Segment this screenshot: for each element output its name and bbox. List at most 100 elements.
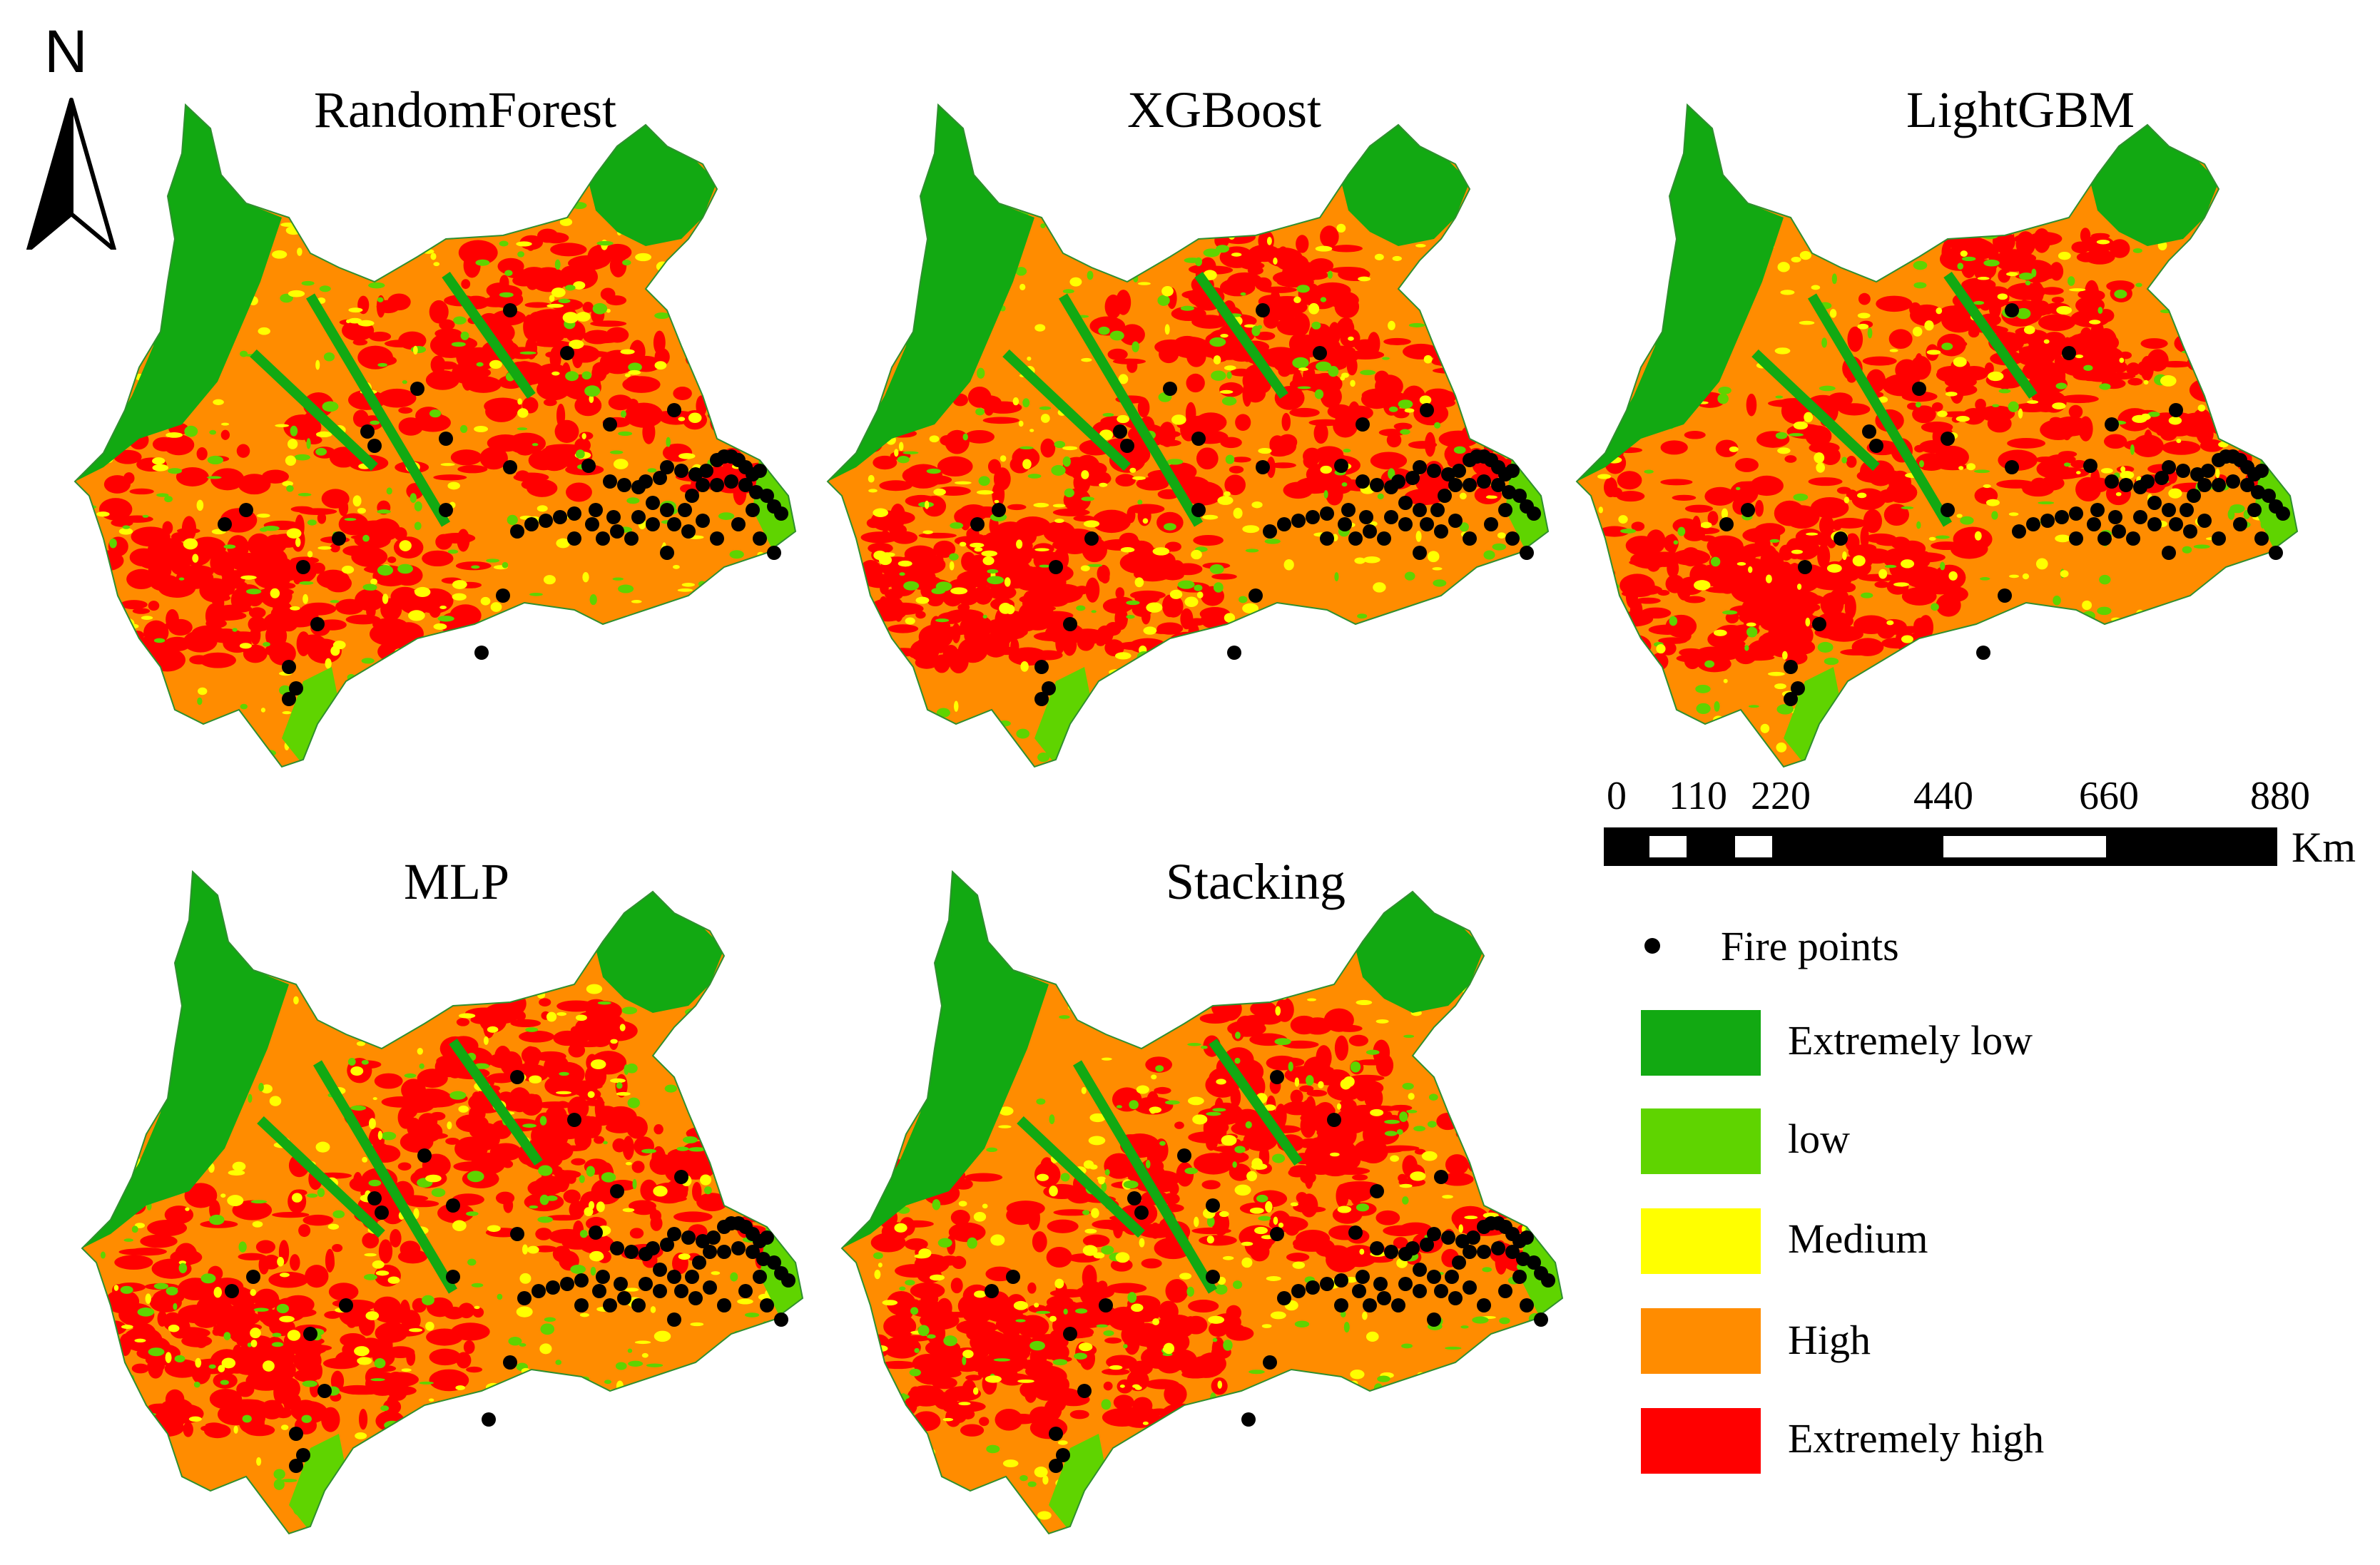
risk-zone-extremely-high [910,1386,922,1398]
risk-zone-extremely-high [263,534,288,554]
risk-zone-extremely-high [525,337,537,360]
risk-zone-speckle [774,996,782,1008]
fire-point [510,1227,524,1241]
risk-zone-speckle [2292,722,2297,733]
risk-zone-extremely-high [927,596,944,607]
risk-zone-speckle [407,242,423,250]
fire-point [2147,496,2162,510]
risk-zone-speckle [315,447,327,456]
risk-zone-speckle [206,476,222,479]
risk-zone-speckle [588,1200,595,1210]
risk-zone-speckle [377,509,391,514]
risk-zone-speckle [492,1449,502,1453]
risk-zone-speckle [536,729,543,735]
risk-zone-speckle [590,1059,606,1070]
risk-zone-extremely-high [707,410,738,421]
risk-zone-extremely-high [1684,431,1706,439]
risk-zone-speckle [2181,350,2199,354]
risk-zone-speckle [1425,1521,1440,1530]
risk-zone-speckle [116,307,124,313]
fire-point [2176,464,2190,478]
risk-zone-speckle [1607,749,1623,755]
fire-point [1042,681,1056,695]
risk-zone-speckle [970,542,985,548]
risk-zone-speckle [1686,728,1696,737]
fire-point [731,517,746,531]
risk-zone-speckle [793,1402,803,1409]
risk-zone-speckle [1382,357,1390,360]
risk-zone-extremely-high [910,639,940,663]
risk-zone-extremely-high [1925,644,1948,651]
risk-zone-speckle [431,1188,446,1198]
risk-zone-speckle [1241,1257,1253,1268]
risk-zone-speckle [2018,272,2034,280]
risk-zone-extremely-high [1836,486,1851,494]
risk-zone-speckle [1816,462,1826,473]
risk-zone-speckle [1901,506,1914,509]
risk-zone-speckle [256,1457,262,1466]
risk-zone-speckle [502,561,509,569]
risk-zone-extremely-high [1832,517,1867,529]
risk-zone-speckle [702,333,709,344]
risk-zone-speckle [1530,471,1538,477]
risk-zone-speckle [1622,699,1629,703]
risk-zone-speckle [1122,228,1134,238]
risk-zone-speckle [1272,1427,1283,1431]
risk-zone-speckle [874,1269,881,1280]
risk-zone-extremely-high [375,1323,405,1343]
risk-zone-extremely-high [1635,597,1661,604]
risk-zone-extremely-high [472,1307,484,1318]
fire-point [1049,560,1063,574]
risk-zone-extremely-high [1255,332,1276,341]
risk-zone-speckle [739,1190,749,1200]
risk-zone-speckle [660,706,668,711]
risk-zone-speckle [1509,372,1522,382]
risk-zone-speckle [2083,365,2093,371]
risk-zone-extremely-high [566,482,592,502]
risk-zone-speckle [1560,1105,1562,1114]
risk-zone-extremely-high [1688,527,1720,535]
risk-zone-speckle [1142,1421,1149,1425]
risk-zone-extremely-high [2104,434,2127,449]
risk-zone-speckle [1365,705,1375,713]
fire-point [1505,531,1520,546]
risk-zone-speckle [1240,292,1246,296]
risk-zone-speckle [2239,614,2247,626]
fire-point [1812,617,1826,631]
risk-zone-speckle [133,1083,145,1094]
risk-zone-speckle [2015,307,2031,320]
risk-zone-speckle [624,1288,639,1292]
risk-zone-extremely-high [1742,527,1778,544]
risk-zone-speckle [654,361,667,370]
risk-zone-extremely-high [1136,476,1169,491]
risk-zone-extremely-high [1808,477,1843,486]
region-outline [73,103,797,768]
risk-zone-extremely-high [747,401,783,420]
risk-zone-speckle [1718,386,1731,394]
risk-zone-speckle [1919,460,1925,468]
risk-zone-extremely-high [1700,535,1716,542]
risk-zone-extremely-high [2109,239,2130,258]
risk-zone-extremely-high [748,363,770,387]
risk-zone-speckle [1781,651,1788,660]
risk-zone-speckle [782,1203,788,1213]
risk-zone-speckle [530,604,542,613]
risk-zone-speckle [1444,1346,1462,1350]
risk-zone-extremely-high [1891,574,1925,581]
risk-zone-speckle [1344,1478,1360,1489]
risk-zone-extremely-high [470,1015,495,1024]
fire-point [553,510,567,524]
risk-zone-speckle [2209,584,2217,595]
risk-zone-speckle [1775,432,1788,439]
risk-zone-speckle [1829,309,1837,318]
fire-point [646,496,660,510]
risk-zone-speckle [307,551,313,558]
risk-zone-speckle [603,1141,608,1145]
risk-zone-extremely-high [624,402,663,428]
risk-zone-speckle [1195,1452,1201,1457]
risk-zone-speckle [1142,518,1149,524]
fire-point [2005,460,2019,474]
risk-zone-extremely-high [272,1211,310,1218]
risk-zone-speckle [1316,361,1332,372]
risk-zone-extremely-high [1092,1219,1126,1230]
